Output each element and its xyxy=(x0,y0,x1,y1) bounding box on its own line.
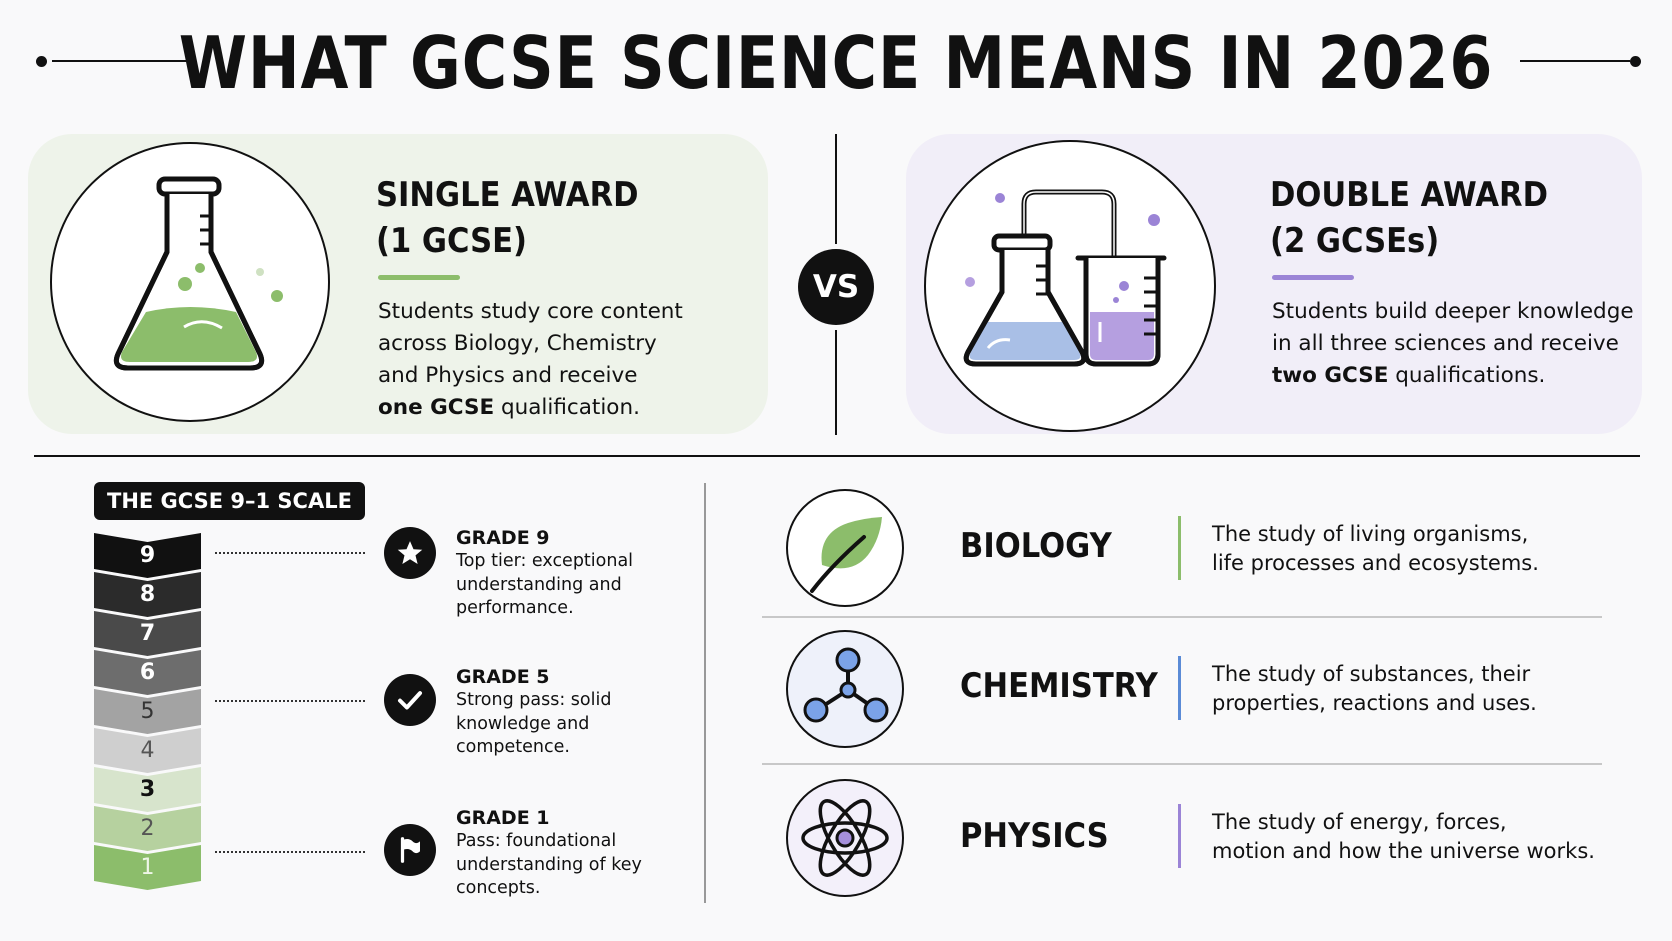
grade-1-description: Pass: foundational understanding of key … xyxy=(456,831,642,898)
grade-step-2: 2 xyxy=(94,806,201,851)
grade-step-7: 7 xyxy=(94,611,201,656)
subject-divider-1 xyxy=(762,616,1602,618)
double-award-desc-line1: Students build deeper knowledge xyxy=(1272,299,1634,324)
grade-5-leader xyxy=(215,700,365,702)
scale-subjects-divider xyxy=(704,483,706,903)
section-divider xyxy=(34,455,1640,457)
grade-step-1: 1 xyxy=(94,845,201,890)
grade-1-title: GRADE 1 xyxy=(456,807,550,829)
conical-flask-icon xyxy=(113,176,283,371)
grade-9-description: Top tier: exceptional understanding and … xyxy=(456,551,634,618)
physics-name: PHYSICS xyxy=(960,816,1109,856)
double-award-desc-bold: two GCSE xyxy=(1272,363,1389,388)
star-icon xyxy=(397,541,423,564)
grade-step-9: 9 xyxy=(94,533,201,578)
double-award-title-line2: (2 GCSEs) xyxy=(1270,221,1440,261)
physics-icon-circle xyxy=(786,779,904,897)
biology-icon-circle xyxy=(786,489,904,607)
single-award-title-line1: SINGLE AWARD xyxy=(376,175,639,215)
physics-desc-line2: motion and how the universe works. xyxy=(1212,839,1595,863)
grade-step-3: 3 xyxy=(94,767,201,812)
single-award-underline xyxy=(378,275,460,280)
biology-name: BIOLOGY xyxy=(960,526,1112,566)
chemistry-desc-line2: properties, reactions and uses. xyxy=(1212,691,1537,715)
title-left-rule xyxy=(52,60,192,62)
double-award-desc-line2: in all three sciences and receive xyxy=(1272,331,1619,356)
grade-step-4: 4 xyxy=(94,728,201,773)
single-award-desc-line2: across Biology, Chemistry xyxy=(378,331,657,356)
chemistry-icon-circle xyxy=(786,630,904,748)
single-award-desc-tail: qualification. xyxy=(494,395,640,420)
physics-description: The study of energy, forces, motion and … xyxy=(1212,808,1632,866)
grade-9-leader xyxy=(215,552,365,554)
page-title: WHAT GCSE SCIENCE MEANS IN 2026 xyxy=(178,21,1494,105)
flag-icon xyxy=(400,837,420,863)
single-award-desc-line1: Students study core content xyxy=(378,299,683,324)
chemistry-name: CHEMISTRY xyxy=(960,666,1158,706)
double-award-title-line1: DOUBLE AWARD xyxy=(1270,175,1548,215)
biology-desc-line2: life processes and ecosystems. xyxy=(1212,551,1539,575)
grade-step-6: 6 xyxy=(94,650,201,695)
title-right-rule xyxy=(1520,60,1630,62)
physics-desc-line1: The study of energy, forces, xyxy=(1212,810,1507,834)
vs-divider-bottom xyxy=(835,330,837,435)
double-award-icon-circle xyxy=(924,140,1216,432)
single-award-description: Students study core content across Biolo… xyxy=(378,296,683,424)
chemistry-description: The study of substances, their propertie… xyxy=(1212,660,1632,718)
single-award-desc-line3: and Physics and receive xyxy=(378,363,638,388)
subject-divider-2 xyxy=(762,763,1602,765)
leaf-icon xyxy=(810,517,882,593)
chemistry-desc-line1: The study of substances, their xyxy=(1212,662,1531,686)
grade-5-description: Strong pass: solid knowledge and compete… xyxy=(456,690,612,757)
physics-accent-bar xyxy=(1178,804,1181,868)
single-award-desc-line4: one GCSE qualification. xyxy=(378,392,683,424)
single-award-desc-bold: one GCSE xyxy=(378,395,495,420)
grade-9-icon-circle xyxy=(384,527,436,579)
title-left-dot xyxy=(36,56,47,67)
molecule-icon xyxy=(803,647,889,723)
grade-step-5: 5 xyxy=(94,689,201,734)
biology-desc-line1: The study of living organisms, xyxy=(1212,522,1529,546)
double-award-description: Students build deeper knowledge in all t… xyxy=(1272,296,1634,392)
single-award-title-line2: (1 GCSE) xyxy=(376,221,528,261)
grade-1-leader xyxy=(215,851,365,853)
checkmark-icon xyxy=(398,691,422,710)
grade-5-icon-circle xyxy=(384,674,436,726)
single-award-icon-circle xyxy=(50,142,330,422)
scale-badge: THE GCSE 9–1 SCALE xyxy=(94,482,365,520)
grade-5-title: GRADE 5 xyxy=(456,666,550,688)
biology-description: The study of living organisms, life proc… xyxy=(1212,520,1632,578)
grade-1-icon-circle xyxy=(384,824,436,876)
double-award-underline xyxy=(1272,275,1354,280)
double-award-desc-tail: qualifications. xyxy=(1388,363,1546,388)
grade-step-8: 8 xyxy=(94,572,201,617)
title-right-dot xyxy=(1630,56,1641,67)
vs-badge: VS xyxy=(798,249,874,325)
biology-accent-bar xyxy=(1178,516,1181,580)
atom-icon xyxy=(801,799,889,877)
chemistry-accent-bar xyxy=(1178,656,1181,720)
grade-9-title: GRADE 9 xyxy=(456,527,550,549)
vs-divider-top xyxy=(835,134,837,244)
flask-and-beaker-icon xyxy=(963,189,1167,367)
double-award-desc-line3: two GCSE qualifications. xyxy=(1272,360,1634,392)
